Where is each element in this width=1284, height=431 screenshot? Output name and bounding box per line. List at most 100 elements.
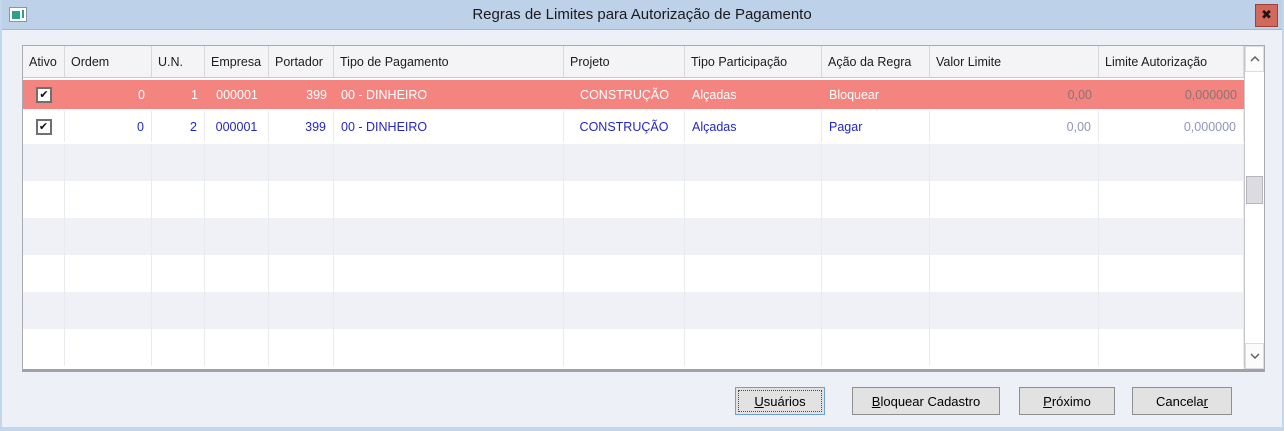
empty-cell xyxy=(564,292,685,329)
empty-cell xyxy=(269,218,334,255)
empty-cell xyxy=(334,144,564,181)
cell-limite_autorizacao[interactable]: 0,000000 xyxy=(1099,111,1244,142)
rules-table: Ativo Ordem U.N. Empresa Portador Tipo de Pag… xyxy=(22,45,1265,372)
scroll-up-button[interactable] xyxy=(1245,46,1264,72)
table-row-2[interactable]: ✔ 0 2 000001 399 00 - DINHEIRO CONSTRUÇÃO Alçad… xyxy=(23,111,1244,144)
empty-cell xyxy=(334,329,564,366)
empty-cell xyxy=(205,218,269,255)
empty-cell xyxy=(334,255,564,292)
close-button[interactable]: ✖ xyxy=(1255,4,1278,27)
empty-cell xyxy=(152,255,205,292)
empty-cell xyxy=(65,218,152,255)
cell-portador[interactable]: 399 xyxy=(269,111,334,142)
vertical-scrollbar[interactable] xyxy=(1244,46,1264,369)
cell-valor_limite[interactable]: 0,00 xyxy=(1067,87,1092,102)
empty-cell xyxy=(205,144,269,181)
empty-cell xyxy=(152,144,205,181)
column-header-portador: Portador xyxy=(269,46,334,78)
table-row-1[interactable]: ✔ 0 1 000001 399 00 - DINHEIRO CONSTRUÇÃO Alçad… xyxy=(23,78,1244,111)
scrollbar-track[interactable] xyxy=(1245,72,1264,343)
empty-cell xyxy=(1099,255,1244,292)
cell-acao_regra[interactable]: Pagar xyxy=(822,111,930,142)
scroll-down-button[interactable] xyxy=(1245,343,1264,369)
empty-cell xyxy=(152,181,205,218)
proximo-button[interactable]: Próximo xyxy=(1019,387,1115,415)
cell-ativo[interactable]: ✔ xyxy=(23,80,65,109)
form-window-icon-bar xyxy=(22,10,24,18)
cell-un[interactable]: 1 xyxy=(191,87,198,102)
empty-row[interactable] xyxy=(23,144,1244,181)
empty-cell xyxy=(930,144,1099,181)
form-window-icon xyxy=(9,7,27,22)
empty-cell xyxy=(685,218,822,255)
empty-cell xyxy=(205,181,269,218)
empty-row[interactable] xyxy=(23,255,1244,292)
bloquear-cadastro-button[interactable]: Bloquear Cadastro xyxy=(852,387,1000,415)
empty-row[interactable] xyxy=(23,181,1244,218)
empty-cell xyxy=(685,292,822,329)
column-header-tipo_pagamento: Tipo de Pagamento xyxy=(334,46,564,78)
empty-cell xyxy=(1099,144,1244,181)
empty-cell xyxy=(930,292,1099,329)
empty-row[interactable] xyxy=(23,292,1244,329)
cell-valor_limite[interactable]: 0,00 xyxy=(930,111,1099,142)
cell-limite_autorizacao[interactable]: 0,000000 xyxy=(1184,87,1237,102)
empty-cell xyxy=(685,181,822,218)
titlebar: Regras de Limites para Autorização de Pa… xyxy=(2,0,1282,30)
empty-cell xyxy=(334,292,564,329)
empty-cell xyxy=(1099,329,1244,366)
active-checkbox[interactable]: ✔ xyxy=(35,118,52,135)
scrollbar-thumb[interactable] xyxy=(1246,176,1263,204)
column-header-ordem: Ordem xyxy=(65,46,152,78)
cell-empresa[interactable]: 000001 xyxy=(216,87,258,102)
column-header-acao_regra: Ação da Regra xyxy=(822,46,930,78)
cell-projeto[interactable]: CONSTRUÇÃO xyxy=(580,87,669,102)
empty-cell xyxy=(822,181,930,218)
empty-cell xyxy=(152,292,205,329)
rules-table-body: Ativo Ordem U.N. Empresa Portador Tipo de Pag… xyxy=(23,46,1244,369)
column-header-ativo: Ativo xyxy=(23,46,65,78)
cell-ativo[interactable]: ✔ xyxy=(23,111,65,142)
cell-tipo_participacao[interactable]: Alçadas xyxy=(692,87,737,102)
usuarios-button[interactable]: Usuários xyxy=(735,387,825,415)
empty-cell xyxy=(930,255,1099,292)
empty-cell xyxy=(822,329,930,366)
empty-cell xyxy=(65,292,152,329)
cell-projeto[interactable]: CONSTRUÇÃO xyxy=(564,111,685,142)
column-header-tipo_participacao: Tipo Participação xyxy=(685,46,822,78)
cell-ordem[interactable]: 0 xyxy=(138,87,145,102)
empty-cell xyxy=(65,255,152,292)
empty-cell xyxy=(65,329,152,366)
cancelar-button[interactable]: Cancelar xyxy=(1132,387,1232,415)
cell-portador[interactable]: 399 xyxy=(306,87,327,102)
empty-cell xyxy=(564,329,685,366)
cell-tipo_participacao[interactable]: Alçadas xyxy=(685,111,822,142)
cell-tipo_pagamento[interactable]: 00 - DINHEIRO xyxy=(334,111,564,142)
column-header-limite_autorizacao: Limite Autorização xyxy=(1099,46,1244,78)
empty-row[interactable] xyxy=(23,329,1244,366)
empty-row[interactable] xyxy=(23,218,1244,255)
empty-cell xyxy=(822,255,930,292)
cell-un[interactable]: 2 xyxy=(152,111,205,142)
empty-cell xyxy=(685,255,822,292)
empty-cell xyxy=(65,144,152,181)
empty-cell xyxy=(65,181,152,218)
column-header-valor_limite: Valor Limite xyxy=(930,46,1099,78)
cell-tipo_pagamento[interactable]: 00 - DINHEIRO xyxy=(341,87,428,102)
active-checkbox[interactable]: ✔ xyxy=(36,86,52,103)
empty-cell xyxy=(564,255,685,292)
empty-cell xyxy=(685,144,822,181)
cell-ordem[interactable]: 0 xyxy=(65,111,152,142)
empty-cell xyxy=(334,181,564,218)
empty-cell xyxy=(152,329,205,366)
empty-cell xyxy=(205,329,269,366)
empty-cell xyxy=(685,329,822,366)
cell-acao_regra[interactable]: Bloquear xyxy=(829,87,880,102)
empty-cell xyxy=(269,255,334,292)
cell-empresa[interactable]: 000001 xyxy=(205,111,269,142)
empty-cell xyxy=(23,218,65,255)
empty-cell xyxy=(205,255,269,292)
empty-cell xyxy=(205,292,269,329)
close-icon: ✖ xyxy=(1261,7,1272,22)
empty-cell xyxy=(1099,292,1244,329)
